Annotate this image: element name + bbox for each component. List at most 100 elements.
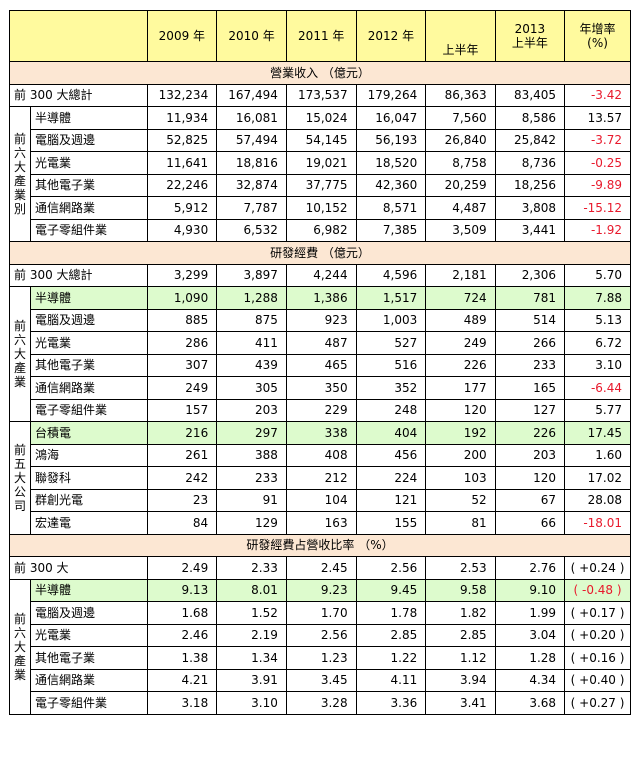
value-cell: 3.91 <box>216 668 287 692</box>
value-cell: 173,537 <box>285 83 357 107</box>
value-cell: 226 <box>494 421 566 445</box>
row-label: 宏達電 <box>30 511 148 535</box>
value-cell: 9.45 <box>355 578 427 602</box>
value-cell: 307 <box>146 353 218 377</box>
value-cell: 1.68 <box>146 601 218 625</box>
row-label: 光電業 <box>30 623 148 647</box>
value-cell: 26,840 <box>425 128 496 152</box>
value-cell: 5,912 <box>146 196 218 220</box>
data-row: 光電業 286 411 487 527 249 266 6.72 <box>10 331 631 355</box>
header-2011: 2011 年 <box>285 10 357 62</box>
data-row: 電子零組件業 157 203 229 248 120 127 5.77 <box>10 398 631 422</box>
value-cell: 6,982 <box>285 218 357 242</box>
header-2013-h1-label: 上半年 <box>511 36 548 50</box>
value-cell: 103 <box>425 466 496 490</box>
growth-cell: 1.60 <box>564 443 631 467</box>
value-cell: 3.36 <box>355 691 427 715</box>
value-cell: 9.23 <box>285 578 357 602</box>
value-cell: 81 <box>425 511 496 535</box>
data-row: 光電業 11,641 18,816 19,021 18,520 8,758 8,736 -0.… <box>10 151 631 175</box>
value-cell: 19,021 <box>285 151 357 175</box>
value-cell: 4.21 <box>146 668 218 692</box>
row-label: 半導體 <box>30 578 148 602</box>
value-cell: 2,306 <box>494 263 566 287</box>
growth-cell: 5.77 <box>564 398 631 422</box>
data-row: 電腦及週邊 1.68 1.52 1.70 1.78 1.82 1.99( +0.17 ) <box>10 601 631 625</box>
value-cell: 25,842 <box>494 128 566 152</box>
data-row: 前 六 大 產 業半導體 9.13 8.01 9.23 9.45 9.58 9.10( -0… <box>8 578 631 715</box>
value-cell: 20,259 <box>425 173 496 197</box>
value-cell: 1.34 <box>216 646 287 670</box>
value-cell: 32,874 <box>216 173 287 197</box>
value-cell: 6,532 <box>216 218 287 242</box>
header-2012-h1: 上半年 <box>425 10 496 62</box>
value-cell: 167,494 <box>216 83 287 107</box>
value-cell: 9.10 <box>494 578 566 602</box>
value-cell: 3.10 <box>216 691 287 715</box>
value-cell: 9.13 <box>146 578 218 602</box>
header-2012-h1-label: 上半年 <box>442 43 479 57</box>
value-cell: 216 <box>146 421 218 445</box>
value-cell: 875 <box>216 308 287 332</box>
value-cell: 179,264 <box>355 83 427 107</box>
data-row: 電腦及週邊 885 875 923 1,003 489 514 5.13 <box>10 308 631 332</box>
header-2012: 2012 年 <box>355 10 427 62</box>
value-cell: 408 <box>285 443 357 467</box>
growth-cell: 3.10 <box>564 353 631 377</box>
value-cell: 37,775 <box>285 173 357 197</box>
data-row: 電子零組件業 4,930 6,532 6,982 7,385 3,509 3,441 -1.9… <box>10 218 631 242</box>
value-cell: 404 <box>355 421 427 445</box>
total-row: 前 300 大 2.49 2.33 2.45 2.56 2.53 2.76( +0.24 ) <box>9 556 631 580</box>
value-cell: 203 <box>216 398 287 422</box>
growth-cell: -1.92 <box>564 218 631 242</box>
value-cell: 1,517 <box>355 286 427 310</box>
row-label: 其他電子業 <box>30 353 148 377</box>
row-label: 台積電 <box>30 421 148 445</box>
row-label: 其他電子業 <box>30 173 148 197</box>
growth-cell: 17.02 <box>564 466 631 490</box>
value-cell: 487 <box>285 331 357 355</box>
value-cell: 233 <box>494 353 566 377</box>
value-cell: 11,934 <box>146 106 218 130</box>
value-cell: 261 <box>146 443 218 467</box>
data-row: 電子零組件業 3.18 3.10 3.28 3.36 3.41 3.68( +0.27 ) <box>10 691 631 715</box>
value-cell: 121 <box>355 488 427 512</box>
value-cell: 2.56 <box>285 623 357 647</box>
growth-cell: -18.01 <box>564 511 631 535</box>
growth-cell: 5.70 <box>564 263 631 287</box>
value-cell: 2.49 <box>146 556 218 580</box>
value-cell: 52 <box>425 488 496 512</box>
value-cell: 1,386 <box>285 286 357 310</box>
value-cell: 456 <box>355 443 427 467</box>
data-row: 其他電子業 1.38 1.34 1.23 1.22 1.12 1.28( +0.16 ) <box>10 646 631 670</box>
value-cell: 8.01 <box>216 578 287 602</box>
group-label: 前 六 大 產 業 <box>8 286 32 422</box>
value-cell: 1.78 <box>355 601 427 625</box>
value-cell: 132,234 <box>146 83 218 107</box>
value-cell: 242 <box>146 466 218 490</box>
value-cell: 4.34 <box>494 668 566 692</box>
data-row: 宏達電 84 129 163 155 81 66 -18.01 <box>10 511 631 535</box>
growth-cell: 7.88 <box>564 286 631 310</box>
value-cell: 229 <box>285 398 357 422</box>
value-cell: 2.45 <box>285 556 357 580</box>
value-cell: 57,494 <box>216 128 287 152</box>
row-label: 光電業 <box>30 151 148 175</box>
value-cell: 200 <box>425 443 496 467</box>
data-row: 其他電子業 307 439 465 516 226 233 3.10 <box>10 353 631 377</box>
value-cell: 56,193 <box>355 128 427 152</box>
growth-cell: -3.72 <box>564 128 631 152</box>
value-cell: 3,897 <box>216 263 287 287</box>
value-cell: 212 <box>285 466 357 490</box>
value-cell: 3.18 <box>146 691 218 715</box>
row-label: 電腦及週邊 <box>30 128 148 152</box>
growth-cell: -15.12 <box>564 196 631 220</box>
value-cell: 411 <box>216 331 287 355</box>
value-cell: 1.38 <box>146 646 218 670</box>
header-growth-unit: (%) <box>587 36 608 50</box>
value-cell: 177 <box>425 376 496 400</box>
value-cell: 8,586 <box>494 106 566 130</box>
value-cell: 104 <box>285 488 357 512</box>
value-cell: 2.76 <box>494 556 566 580</box>
value-cell: 2.85 <box>425 623 496 647</box>
